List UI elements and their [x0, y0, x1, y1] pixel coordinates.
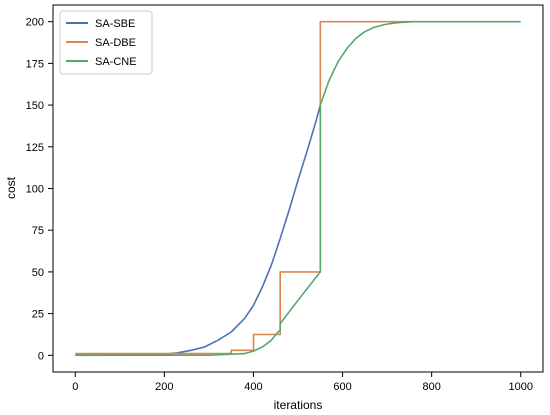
legend-label: SA-CNE [95, 56, 137, 68]
x-tick-label: 800 [422, 381, 440, 393]
series-line-sa-sbe [75, 104, 322, 356]
y-tick-label: 50 [32, 267, 44, 279]
y-tick-label: 100 [26, 184, 44, 196]
legend-label: SA-DBE [95, 37, 136, 49]
y-tick-label: 150 [26, 100, 44, 112]
plot-frame [52, 4, 544, 373]
y-axis-label: cost [4, 176, 18, 199]
legend-box [59, 10, 153, 75]
legend-label: SA-SBE [95, 18, 135, 30]
x-tick-label: 1000 [508, 381, 532, 393]
y-tick-label: 125 [26, 142, 44, 154]
x-axis-ticks: 0 200 400 600 800 1000 [72, 372, 533, 393]
y-tick-label: 175 [26, 58, 44, 70]
y-axis-ticks: 0 25 50 75 100 125 150 175 200 [26, 17, 53, 362]
x-tick-label: 600 [333, 381, 351, 393]
series-line-sa-cne [75, 20, 521, 357]
x-tick-label: 400 [244, 381, 262, 393]
y-tick-label: 0 [38, 350, 44, 362]
x-tick-label: 0 [72, 381, 78, 393]
y-tick-label: 200 [26, 17, 44, 29]
x-axis-label: iterations [274, 398, 323, 412]
x-tick-label: 200 [155, 381, 173, 393]
series-lines [75, 20, 521, 357]
legend: SA-SBE SA-DBE SA-CNE [59, 10, 153, 75]
y-tick-label: 75 [32, 225, 44, 237]
y-tick-label: 25 [32, 309, 44, 321]
